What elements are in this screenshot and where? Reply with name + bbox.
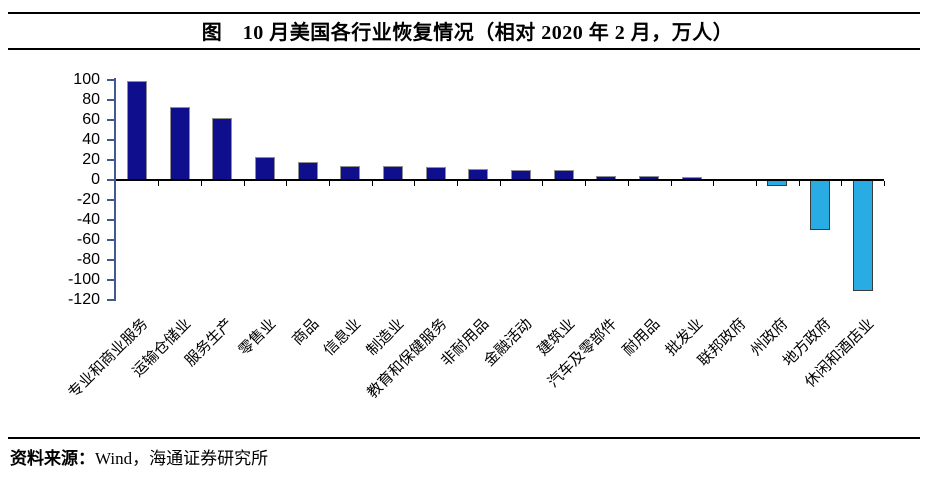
source-text: Wind，海通证券研究所 <box>95 449 269 468</box>
source-label: 资料来源： <box>10 449 95 468</box>
x-axis-baseline <box>115 179 884 181</box>
y-axis-tick <box>107 259 114 261</box>
y-axis-tick-label: -60 <box>76 231 100 248</box>
x-axis-tick <box>670 181 672 186</box>
x-axis-tick <box>585 181 587 186</box>
x-axis-tick <box>414 181 416 186</box>
x-axis-tick <box>243 181 245 186</box>
y-axis-tick-label: 60 <box>82 111 100 128</box>
x-axis-tick <box>542 181 544 186</box>
x-axis-tick <box>457 181 459 186</box>
bar-7 <box>425 167 446 180</box>
x-axis-tick <box>884 181 885 186</box>
source-line: 资料来源：Wind，海通证券研究所 <box>10 444 268 469</box>
y-axis-tick <box>107 239 114 241</box>
y-axis-tick <box>107 119 114 121</box>
x-axis-tick <box>371 181 373 186</box>
bar-17 <box>852 181 873 291</box>
x-axis-tick <box>713 181 715 186</box>
top-rule <box>8 12 920 14</box>
bottom-rule <box>8 437 920 439</box>
y-axis-tick <box>107 279 114 281</box>
bar-11 <box>596 176 617 180</box>
x-axis-tick <box>158 181 160 186</box>
bar-15 <box>767 181 788 186</box>
bar-4 <box>297 162 318 180</box>
bar-8 <box>468 169 489 180</box>
bar-10 <box>553 170 574 180</box>
y-axis-tick-label: -40 <box>76 211 100 228</box>
bar-6 <box>383 166 403 180</box>
bar-1 <box>169 107 190 180</box>
bar-13 <box>681 177 702 180</box>
y-axis-tick <box>107 79 114 81</box>
x-axis-tick <box>627 181 629 186</box>
bar-9 <box>511 170 532 180</box>
y-axis-tick-label: -20 <box>76 191 100 208</box>
y-axis-tick-label: 20 <box>82 151 100 168</box>
y-axis-tick-label: 100 <box>73 71 100 88</box>
x-axis-tick <box>499 181 501 186</box>
chart-title: 图 10 月美国各行业恢复情况（相对 2020 年 2 月，万人） <box>201 22 734 44</box>
title-divider-rule <box>8 48 920 50</box>
y-axis-tick <box>107 179 114 181</box>
y-axis-tick <box>107 159 114 161</box>
x-axis-tick <box>328 181 330 186</box>
y-axis-tick <box>107 299 114 301</box>
y-axis-tick-label: -80 <box>76 251 100 268</box>
y-axis-tick <box>107 199 114 201</box>
bar-chart-plot-area: 100 80 60 40 20 0 -20 -40 -60 -80 -100 -120 专业和商业服务运… <box>66 71 885 402</box>
x-axis-tick <box>841 181 843 186</box>
bar-3 <box>254 157 275 180</box>
y-axis-line <box>114 78 116 301</box>
y-axis-tick-label: 0 <box>91 171 100 188</box>
bar-0 <box>126 81 147 180</box>
y-axis-tick <box>107 219 114 221</box>
y-axis-tick-label: -120 <box>67 291 100 308</box>
y-axis-tick-label: 80 <box>82 91 100 108</box>
x-axis-tick <box>200 181 202 186</box>
y-axis-tick <box>107 99 114 101</box>
y-axis-tick-label: 40 <box>82 131 100 148</box>
bar-12 <box>639 176 660 180</box>
x-axis-tick <box>286 181 288 186</box>
y-axis-tick <box>107 139 114 141</box>
x-axis-tick <box>798 181 800 186</box>
bar-16 <box>809 181 830 230</box>
y-axis-tick-label: -100 <box>67 271 100 288</box>
bar-5 <box>340 166 361 180</box>
bar-2 <box>212 118 233 180</box>
x-axis-tick <box>755 181 757 186</box>
